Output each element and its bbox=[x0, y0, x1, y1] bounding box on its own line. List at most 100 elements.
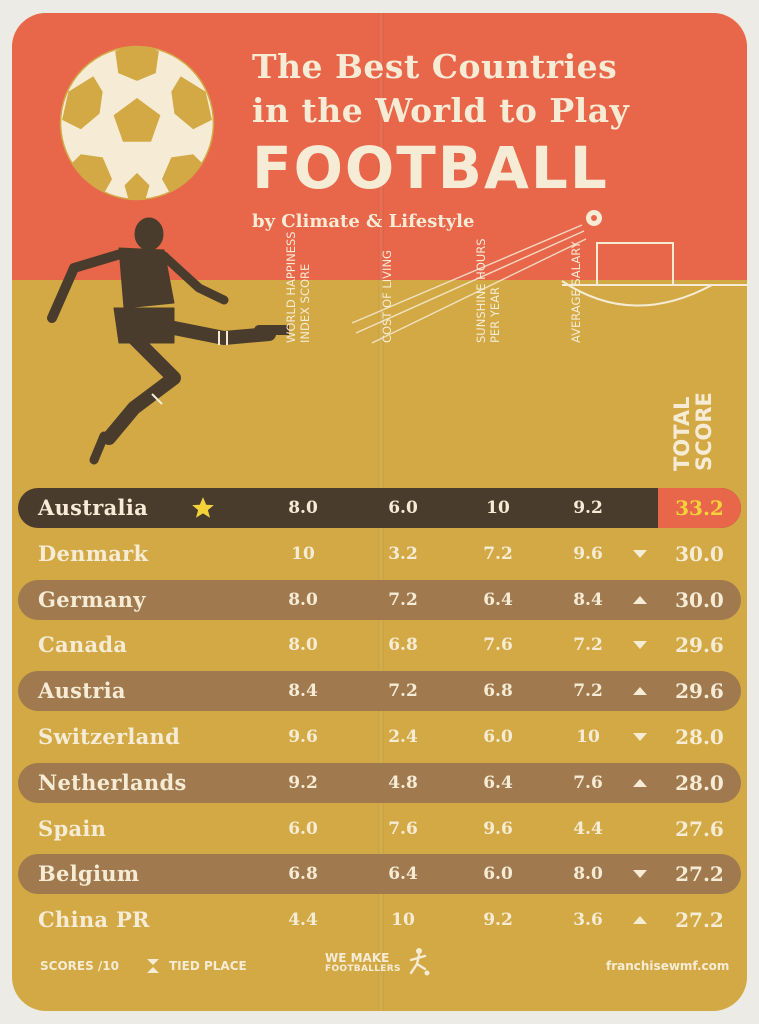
happiness-score: 9.6 bbox=[288, 727, 318, 747]
happiness-score: 4.4 bbox=[288, 910, 318, 931]
website: franchisewmf.com bbox=[606, 959, 730, 973]
table-row: Netherlands 9.2 4.8 6.4 7.6 28.0 bbox=[18, 762, 741, 803]
subtitle: by Climate & Lifestyle bbox=[252, 211, 475, 232]
salary-score: 9.6 bbox=[573, 543, 603, 564]
salary-score: 8.4 bbox=[573, 589, 603, 610]
total-score: 30.0 bbox=[675, 541, 724, 566]
salary-score: 10 bbox=[576, 727, 600, 747]
total-score: 30.0 bbox=[675, 587, 724, 612]
cost-of-living-score: 6.4 bbox=[388, 864, 418, 885]
column-header-salary: Average Salary bbox=[569, 241, 583, 343]
country-name: Austria bbox=[38, 678, 126, 704]
brand-line-1: WE MAKE bbox=[325, 951, 390, 965]
country-name: Netherlands bbox=[38, 769, 187, 795]
happiness-score: 8.0 bbox=[288, 589, 318, 610]
country-name: Germany bbox=[38, 586, 146, 612]
sunshine-score: 7.2 bbox=[483, 543, 513, 564]
happiness-score: 6.8 bbox=[288, 864, 318, 885]
sunshine-score: 6.4 bbox=[483, 589, 513, 610]
brand-footballer-icon bbox=[409, 948, 430, 976]
country-name: Switzerland bbox=[38, 724, 181, 749]
column-header-happiness: World Happiness Index Score bbox=[284, 231, 312, 343]
table-row: Australia 8.0 6.0 10 9.2 33.2 bbox=[18, 488, 741, 528]
total-score: 27.2 bbox=[675, 908, 724, 933]
column-header-total-score: Total Score bbox=[670, 392, 716, 471]
sunshine-score: 6.4 bbox=[483, 772, 513, 793]
table-row: Austria 8.4 7.2 6.8 7.2 29.6 bbox=[18, 671, 741, 712]
happiness-score: 8.4 bbox=[288, 681, 318, 702]
table-row: Germany 8.0 7.2 6.4 8.4 30.0 bbox=[18, 579, 741, 620]
table-row: Belgium 6.8 6.4 6.0 8.0 27.2 bbox=[18, 854, 741, 895]
triangle-down-icon bbox=[633, 870, 647, 879]
table-row: Denmark 10 3.2 7.2 9.6 30.0 bbox=[18, 534, 741, 574]
happiness-score: 9.2 bbox=[288, 772, 318, 793]
salary-score: 8.0 bbox=[573, 864, 603, 885]
happiness-score: 10 bbox=[291, 543, 315, 564]
total-score: 29.6 bbox=[675, 633, 724, 658]
total-score: 28.0 bbox=[675, 770, 724, 795]
triangle-down-icon bbox=[633, 641, 647, 650]
tied-place-note: TIED PLACE bbox=[169, 959, 247, 973]
sunshine-score: 9.6 bbox=[483, 818, 513, 839]
football-icon bbox=[59, 45, 215, 201]
cost-of-living-score: 6.8 bbox=[388, 635, 418, 656]
star-icon bbox=[192, 497, 214, 518]
triangle-down-icon bbox=[633, 733, 647, 741]
triangle-down-icon bbox=[633, 549, 647, 558]
salary-score: 9.2 bbox=[573, 498, 603, 518]
happiness-score: 6.0 bbox=[288, 818, 318, 839]
salary-score: 7.2 bbox=[573, 635, 603, 656]
sunshine-score: 6.8 bbox=[483, 681, 513, 702]
triangle-up-icon bbox=[633, 916, 647, 925]
happiness-score: 8.0 bbox=[288, 498, 318, 518]
title-line-3: FOOTBALL bbox=[252, 134, 609, 202]
country-name: Australia bbox=[38, 495, 149, 520]
hourglass-icon bbox=[147, 959, 159, 973]
total-score: 27.6 bbox=[675, 816, 724, 841]
country-name: China PR bbox=[38, 907, 150, 933]
table-row: Canada 8.0 6.8 7.6 7.2 29.6 bbox=[18, 625, 741, 665]
triangle-up-icon bbox=[633, 687, 647, 696]
total-score: 33.2 bbox=[658, 488, 741, 528]
sunshine-score: 9.2 bbox=[483, 910, 513, 931]
brand-line-2: FOOTBALLERS bbox=[325, 964, 401, 974]
footballer-kicking-icon bbox=[47, 217, 289, 465]
title-line-1: The Best Countries bbox=[252, 47, 618, 86]
country-name: Denmark bbox=[38, 540, 149, 566]
column-header-cost-of-living: Cost of Living bbox=[380, 250, 394, 343]
cost-of-living-score: 3.2 bbox=[388, 543, 418, 564]
table-row: China PR 4.4 10 9.2 3.6 27.2 bbox=[18, 900, 741, 940]
cost-of-living-score: 2.4 bbox=[388, 727, 418, 747]
triangle-up-icon bbox=[633, 778, 647, 787]
cost-of-living-score: 4.8 bbox=[388, 772, 418, 793]
happiness-score: 8.0 bbox=[288, 635, 318, 656]
brand-logo: WE MAKE FOOTBALLERS bbox=[325, 951, 401, 975]
cost-of-living-score: 6.0 bbox=[388, 498, 418, 518]
salary-score: 7.2 bbox=[573, 681, 603, 702]
cost-of-living-score: 7.2 bbox=[388, 589, 418, 610]
title-line-2: in the World to Play bbox=[252, 91, 630, 130]
salary-score: 4.4 bbox=[573, 818, 603, 839]
total-score: 27.2 bbox=[675, 862, 724, 887]
sunshine-score: 6.0 bbox=[483, 727, 513, 747]
cost-of-living-score: 7.2 bbox=[388, 681, 418, 702]
cost-of-living-score: 10 bbox=[391, 910, 415, 931]
total-score: 28.0 bbox=[675, 725, 724, 749]
country-name: Canada bbox=[38, 632, 128, 658]
triangle-up-icon bbox=[633, 595, 647, 604]
country-name: Spain bbox=[38, 815, 107, 841]
sunshine-score: 6.0 bbox=[483, 864, 513, 885]
table-row: Switzerland 9.6 2.4 6.0 10 28.0 bbox=[18, 717, 741, 757]
table-row: Spain 6.0 7.6 9.6 4.4 27.6 bbox=[18, 809, 741, 849]
column-header-sunshine: Sunshine Hours Per Year bbox=[474, 238, 502, 343]
salary-score: 3.6 bbox=[573, 910, 603, 931]
total-score: 29.6 bbox=[675, 679, 724, 704]
cost-of-living-score: 7.6 bbox=[388, 818, 418, 839]
scores-note: SCORES /10 bbox=[40, 959, 119, 973]
sunshine-score: 7.6 bbox=[483, 635, 513, 656]
pitch-lines bbox=[351, 210, 747, 344]
infographic-poster: The Best Countries in the World to Play … bbox=[12, 13, 747, 1011]
salary-score: 7.6 bbox=[573, 772, 603, 793]
country-name: Belgium bbox=[38, 861, 140, 887]
sunshine-score: 10 bbox=[486, 498, 510, 518]
